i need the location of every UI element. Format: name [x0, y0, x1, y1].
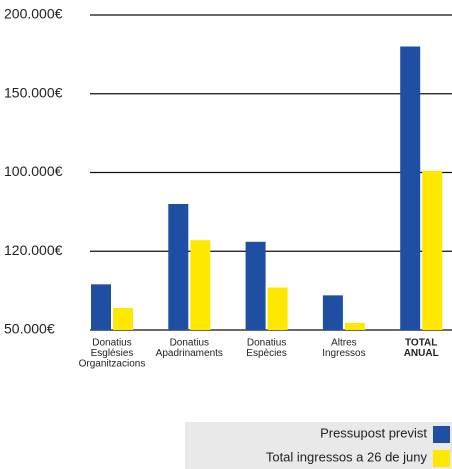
bar	[113, 307, 133, 330]
x-tick-label: TOTAL	[405, 338, 437, 349]
y-tick-label: 200.000€	[4, 6, 63, 22]
legend-swatch	[433, 426, 450, 443]
bar	[422, 170, 443, 330]
x-tick-label: Ingressos	[322, 348, 365, 359]
x-tick-label: Espècies	[246, 348, 287, 359]
legend-label: Total ingressos a 26 de juny	[266, 449, 428, 464]
bar	[267, 287, 288, 330]
bar	[190, 240, 211, 330]
x-tick-label: Organitzacions	[79, 359, 146, 370]
x-tick-label: ANUAL	[404, 348, 439, 359]
x-tick-label: Esglésies	[91, 348, 134, 359]
legend-swatch	[433, 450, 450, 467]
x-tick-label: Altres	[331, 338, 357, 349]
y-tick-label: 100.000€	[4, 163, 63, 179]
x-tick-label: Donatius	[92, 338, 131, 349]
bar	[400, 46, 421, 330]
y-tick-label: 150.000€	[4, 84, 63, 100]
bar	[168, 204, 189, 330]
bar	[322, 295, 343, 330]
y-tick-label: 50.000€	[4, 321, 55, 337]
legend-label: Pressupost previst	[320, 425, 427, 440]
x-tick-label: Apadrinaments	[156, 348, 223, 359]
legend-box	[185, 422, 452, 469]
x-tick-label: Donatius	[247, 338, 286, 349]
bar	[245, 241, 266, 330]
x-tick-label: Donatius	[170, 338, 209, 349]
bar	[91, 284, 111, 330]
bar	[344, 322, 365, 330]
y-tick-label: 120.000€	[4, 242, 63, 258]
